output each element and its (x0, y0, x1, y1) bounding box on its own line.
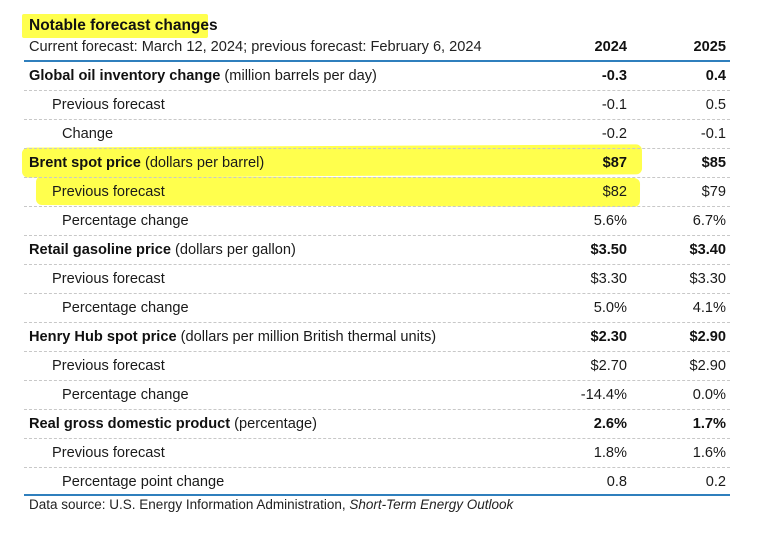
value-2025: -0.1 (700, 126, 726, 142)
value-2024: 2.6% (593, 416, 627, 432)
value-2024: -0.2 (601, 126, 627, 142)
value-2024: -14.4% (580, 387, 627, 403)
header-rule (24, 60, 730, 62)
row-label: Percentage change (62, 213, 189, 229)
table-subtitle: Current forecast: March 12, 2024; previo… (29, 39, 482, 55)
row-label: Brent spot price (dollars per barrel) (29, 155, 265, 171)
row-label: Henry Hub spot price (dollars per millio… (29, 329, 437, 345)
value-2025: 6.7% (692, 213, 726, 229)
table-title: Notable forecast changes (29, 17, 218, 34)
table-row: Henry Hub spot price (dollars per millio… (24, 323, 730, 352)
value-2024: 5.0% (593, 300, 627, 316)
value-2024: $87 (602, 155, 627, 171)
row-label: Real gross domestic product (percentage) (29, 416, 317, 432)
value-2025: 0.4 (705, 68, 726, 84)
value-2024: -0.1 (601, 97, 627, 113)
value-2024: -0.3 (601, 68, 627, 84)
title-highlight (22, 14, 208, 38)
row-label: Percentage change (62, 387, 189, 403)
value-2025: $3.40 (689, 242, 726, 258)
row-label: Retail gasoline price (dollars per gallo… (29, 242, 296, 258)
value-2025: 0.0% (692, 387, 726, 403)
value-2025: 0.5 (705, 97, 726, 113)
table-row: Percentage point change 0.8 0.2 (24, 468, 730, 497)
table-row: Previous forecast $82 $79 (24, 178, 730, 207)
table-row: Global oil inventory change (million bar… (24, 62, 730, 91)
table-row: Previous forecast 1.8% 1.6% (24, 439, 730, 468)
data-source-note: Data source: U.S. Energy Information Adm… (29, 497, 514, 512)
value-2024: $3.50 (590, 242, 627, 258)
value-2025: 0.2 (705, 474, 726, 490)
table-row: Brent spot price (dollars per barrel) $8… (24, 149, 730, 178)
column-header-2025: 2025 (693, 39, 726, 55)
value-2025: $79 (701, 184, 726, 200)
table-row: Previous forecast -0.1 0.5 (24, 91, 730, 120)
table-row: Real gross domestic product (percentage)… (24, 410, 730, 439)
value-2025: $2.90 (689, 358, 726, 374)
table-row: Retail gasoline price (dollars per gallo… (24, 236, 730, 265)
footer-rule (24, 494, 730, 496)
column-header-2024: 2024 (594, 39, 627, 55)
value-2024: 1.8% (593, 445, 627, 461)
table-row: Percentage change 5.6% 6.7% (24, 207, 730, 236)
table-row: Percentage change -14.4% 0.0% (24, 381, 730, 410)
row-label: Global oil inventory change (million bar… (29, 68, 377, 84)
value-2024: 5.6% (593, 213, 627, 229)
table-row: Percentage change 5.0% 4.1% (24, 294, 730, 323)
table-row: Previous forecast $2.70 $2.90 (24, 352, 730, 381)
table-row: Previous forecast $3.30 $3.30 (24, 265, 730, 294)
value-2024: $3.30 (590, 271, 627, 287)
value-2025: $3.30 (689, 271, 726, 287)
value-2025: $85 (701, 155, 726, 171)
row-label: Percentage point change (62, 474, 225, 490)
value-2024: 0.8 (606, 474, 627, 490)
row-label: Previous forecast (52, 184, 165, 200)
table-row: Change -0.2 -0.1 (24, 120, 730, 149)
value-2025: 1.7% (692, 416, 726, 432)
row-label: Percentage change (62, 300, 189, 316)
value-2025: $2.90 (689, 329, 726, 345)
value-2024: $2.30 (590, 329, 627, 345)
row-label: Change (62, 126, 114, 142)
value-2025: 4.1% (692, 300, 726, 316)
value-2024: $82 (602, 184, 627, 200)
row-label: Previous forecast (52, 97, 165, 113)
row-label: Previous forecast (52, 271, 165, 287)
row-label: Previous forecast (52, 445, 165, 461)
value-2024: $2.70 (590, 358, 627, 374)
value-2025: 1.6% (692, 445, 726, 461)
row-label: Previous forecast (52, 358, 165, 374)
